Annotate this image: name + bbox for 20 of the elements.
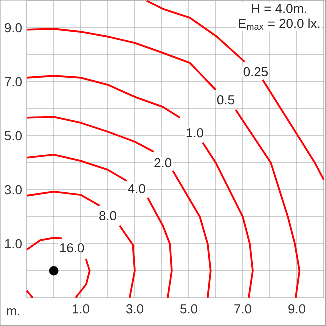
annotation: 8.0	[100, 211, 117, 221]
x-tick-label: 9.0	[288, 304, 306, 314]
x-tick-label: 3.0	[126, 304, 144, 314]
annotation: 2.0	[154, 158, 172, 168]
y-tick-label: 3.0	[4, 185, 22, 195]
x-tick-label: 5.0	[180, 304, 198, 314]
annotation: 1.0	[186, 128, 204, 138]
annotation: 16.0	[60, 243, 84, 253]
x-axis-title: m.	[7, 308, 20, 316]
y-tick-label: 9.0	[5, 23, 22, 33]
y-tick-label: 5.0	[4, 131, 22, 141]
annotation: H = 4.0m.	[252, 4, 306, 14]
annotation: 0.25	[244, 67, 268, 77]
x-tick-label: 1.0	[72, 304, 90, 314]
annotation: 0.5	[217, 96, 234, 105]
y-tick-label: 1.0	[5, 239, 22, 249]
annotation: 4.0	[128, 184, 146, 194]
x-tick-label: 7.0	[234, 304, 252, 314]
y-tick-label: 7.0	[5, 77, 22, 87]
annotation: E$_{max}$ = 20.0 lx.	[239, 18, 320, 30]
